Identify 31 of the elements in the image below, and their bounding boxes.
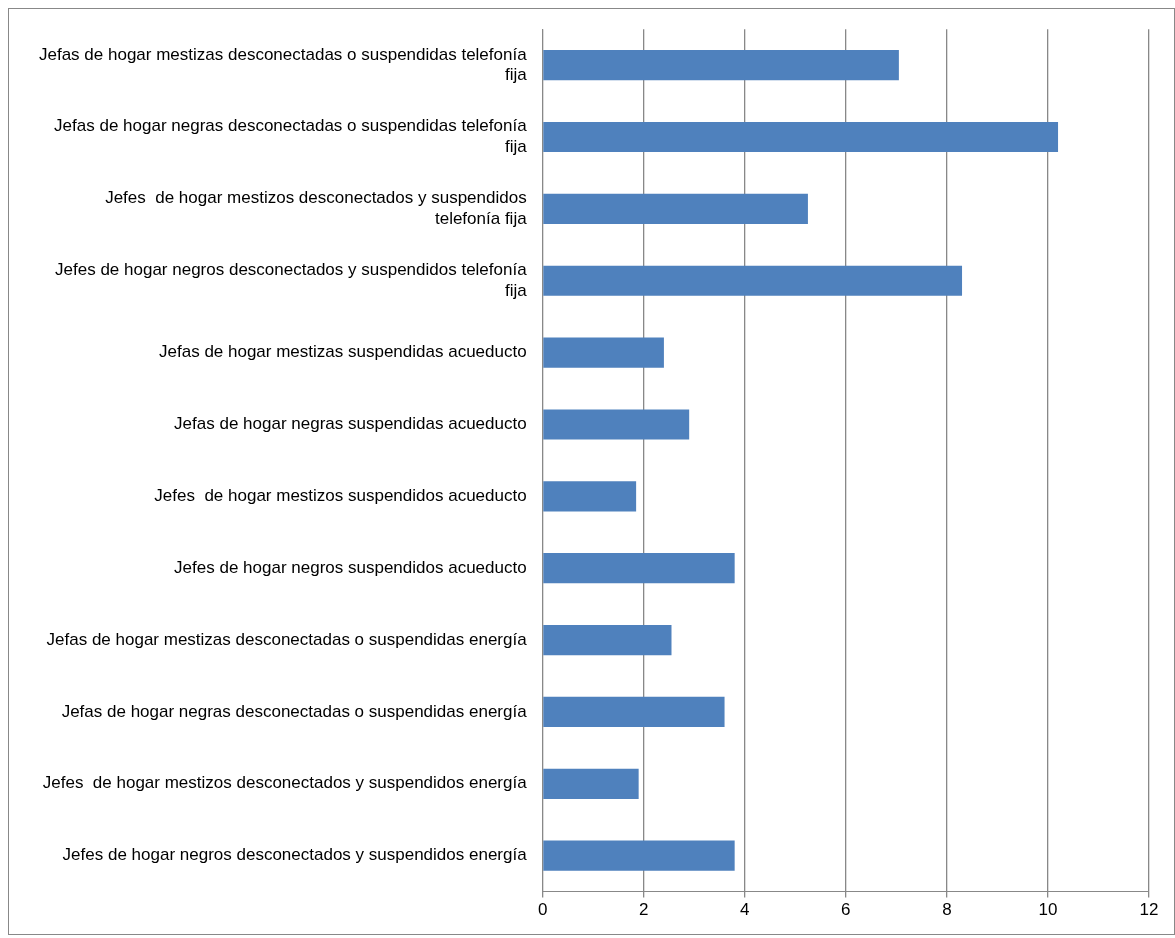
x-tick-label: 4 (740, 900, 750, 920)
y-tick-label: Jefes de hogar mestizos suspendidos acueducto (154, 486, 527, 506)
bar (543, 768, 639, 799)
x-tick-label: 0 (537, 900, 548, 920)
bar (543, 50, 899, 81)
bar (543, 265, 963, 296)
y-tick-label: Jefes de hogar mestizos desconectados y suspendidos energía (42, 773, 528, 793)
bar (543, 840, 735, 871)
y-tick-label: Jefes de hogar negros desconectados y suspendidos energía (62, 845, 528, 865)
bar (543, 337, 664, 368)
x-tick-label: 12 (1139, 900, 1159, 920)
y-tick-label: Jefas de hogar negras desconectadas o suspendidas telefonía fija (54, 116, 528, 156)
x-tick-label: 2 (638, 900, 649, 920)
x-tick-label: 6 (841, 900, 851, 920)
bar (543, 481, 637, 512)
bar (543, 553, 735, 584)
bar (543, 624, 672, 656)
y-tick-label: Jefas de hogar negras desconectadas o suspendidas energía (61, 701, 528, 721)
bar (543, 193, 808, 224)
x-tick-label: 8 (942, 900, 952, 920)
y-tick-label: Jefas de hogar negras suspendidas acueducto (174, 414, 527, 434)
y-tick-label: Jefes de hogar negros suspendidos acueducto (174, 557, 527, 577)
y-tick-label: Jefas de hogar mestizas desconectadas o suspendidas energía (46, 629, 528, 649)
bar (543, 696, 725, 728)
y-tick-label: Jefas de hogar mestizas suspendidas acueducto (159, 342, 527, 362)
bar (543, 121, 1059, 153)
x-tick-label: 10 (1038, 900, 1058, 920)
y-tick-label: Jefas de hogar mestizas desconectadas o suspendidas telefonía fija (38, 44, 528, 85)
y-tick-label: Jefes de hogar negros desconectados y suspendidos telefonía fija (55, 260, 528, 300)
bar (543, 409, 690, 440)
y-tick-label: Jefes de hogar mestizos desconectados y suspendidos telefonía fija (105, 188, 528, 228)
